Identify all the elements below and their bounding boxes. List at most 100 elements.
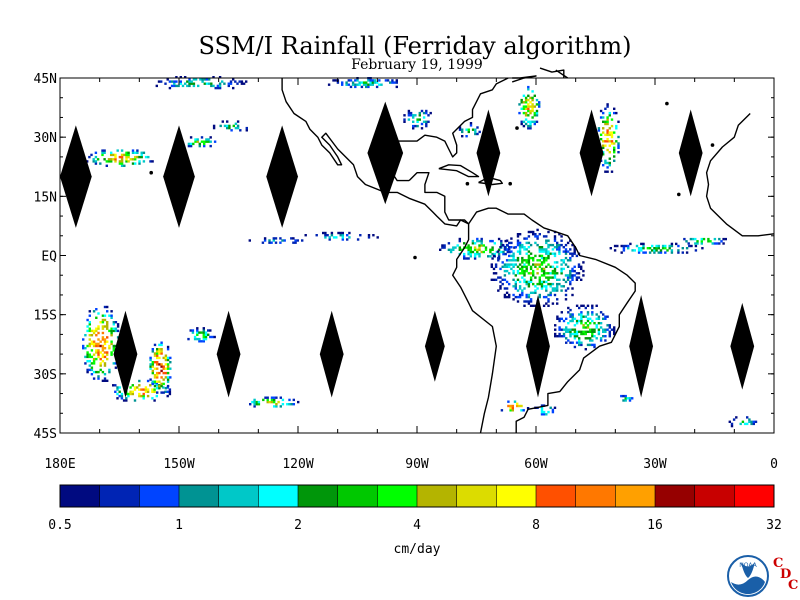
rain-pixel — [602, 131, 605, 134]
rain-pixel — [99, 344, 102, 348]
rain-pixel — [341, 81, 344, 84]
rain-pixel — [97, 312, 100, 315]
rain-pixel — [604, 335, 607, 338]
rain-pixel — [560, 235, 563, 238]
rain-pixel — [604, 144, 607, 147]
rain-pixel — [120, 160, 124, 163]
rain-pixel — [525, 261, 528, 264]
rain-pixel — [516, 272, 520, 275]
rain-pixel — [536, 267, 539, 271]
rain-pixel — [613, 328, 616, 331]
rain-pixel — [92, 353, 96, 356]
rain-pixel — [578, 337, 581, 340]
rain-pixel — [395, 85, 398, 89]
coastline-africa-west — [705, 113, 775, 237]
rain-pixel — [545, 235, 548, 238]
rain-pixel — [106, 325, 109, 328]
rain-pixel — [140, 394, 143, 398]
rain-pixel — [558, 243, 561, 247]
rain-pixel — [418, 111, 421, 115]
rain-pixel — [494, 278, 498, 281]
lat-tick-label: 45S — [34, 427, 57, 442]
rain-pixel — [640, 249, 643, 252]
rain-pixel — [209, 140, 212, 143]
rain-pixel — [527, 120, 530, 123]
rain-pixel — [608, 133, 611, 136]
rain-pixel — [273, 396, 276, 399]
rain-pixel — [511, 407, 514, 410]
rain-pixel — [549, 285, 552, 288]
rain-pixel — [205, 78, 209, 81]
rain-pixel — [86, 160, 89, 163]
rain-pixel — [525, 280, 528, 284]
rain-pixel — [523, 304, 526, 307]
rain-pixel — [508, 295, 511, 299]
rain-pixel — [573, 335, 577, 338]
rain-pixel — [549, 252, 552, 255]
rain-pixel — [106, 351, 109, 354]
rain-pixel — [566, 276, 570, 279]
rain-pixel — [489, 248, 492, 251]
rain-pixel — [540, 410, 544, 414]
rain-pixel — [556, 302, 559, 305]
rain-pixel — [88, 353, 91, 356]
rain-pixel — [540, 408, 544, 412]
rain-pixel — [101, 336, 105, 339]
rain-cluster — [187, 327, 216, 343]
rain-pixel — [604, 315, 607, 318]
rain-pixel — [571, 341, 574, 344]
rain-pixel — [602, 116, 605, 119]
rain-pixel — [608, 114, 611, 117]
rain-pixel — [110, 153, 113, 157]
rain-pixel — [521, 289, 524, 292]
rain-pixel — [613, 332, 616, 336]
rain-pixel — [497, 255, 501, 258]
rain-pixel — [168, 86, 172, 90]
rain-pixel — [136, 386, 139, 389]
rain-pixel — [156, 363, 159, 366]
rain-pixel — [131, 162, 135, 165]
rain-pixel — [560, 272, 563, 275]
rain-pixel — [372, 234, 375, 237]
rain-pixel — [527, 295, 531, 299]
rain-pixel — [565, 341, 568, 344]
rain-pixel — [487, 255, 490, 258]
rain-pixel — [192, 78, 196, 81]
lon-tick-label: 90W — [405, 457, 429, 472]
rain-pixel — [478, 252, 481, 256]
rain-pixel — [622, 394, 625, 398]
rain-pixel — [207, 140, 210, 143]
rain-pixel — [677, 251, 680, 254]
rain-pixel — [110, 316, 113, 319]
rain-pixel — [97, 370, 100, 374]
rain-pixel — [469, 124, 473, 127]
rain-pixel — [101, 353, 105, 356]
rain-pixel — [746, 416, 749, 419]
colorbar-swatch — [218, 485, 259, 507]
rain-pixel — [564, 252, 568, 255]
rain-pixel — [447, 242, 451, 245]
rain-pixel — [131, 390, 134, 393]
rain-pixel — [125, 151, 128, 154]
rain-pixel — [531, 90, 534, 93]
rain-pixel — [133, 399, 137, 402]
rain-pixel — [536, 263, 539, 266]
rain-pixel — [608, 332, 611, 336]
rain-pixel — [170, 80, 174, 83]
rain-pixel — [272, 239, 275, 242]
rain-pixel — [494, 263, 498, 266]
rain-pixel — [420, 109, 424, 113]
rain-pixel — [627, 244, 630, 248]
rain-pixel — [198, 144, 201, 148]
rain-pixel — [553, 276, 557, 279]
rain-pixel — [168, 392, 172, 396]
rain-pixel — [97, 342, 100, 346]
rain-pixel — [467, 252, 470, 256]
rain-pixel — [492, 267, 496, 271]
rain-pixel — [151, 369, 154, 373]
rain-pixel — [144, 155, 148, 159]
rain-pixel — [551, 282, 555, 286]
rain-pixel — [221, 120, 224, 123]
rain-pixel — [101, 153, 104, 157]
rain-pixel — [301, 239, 304, 242]
